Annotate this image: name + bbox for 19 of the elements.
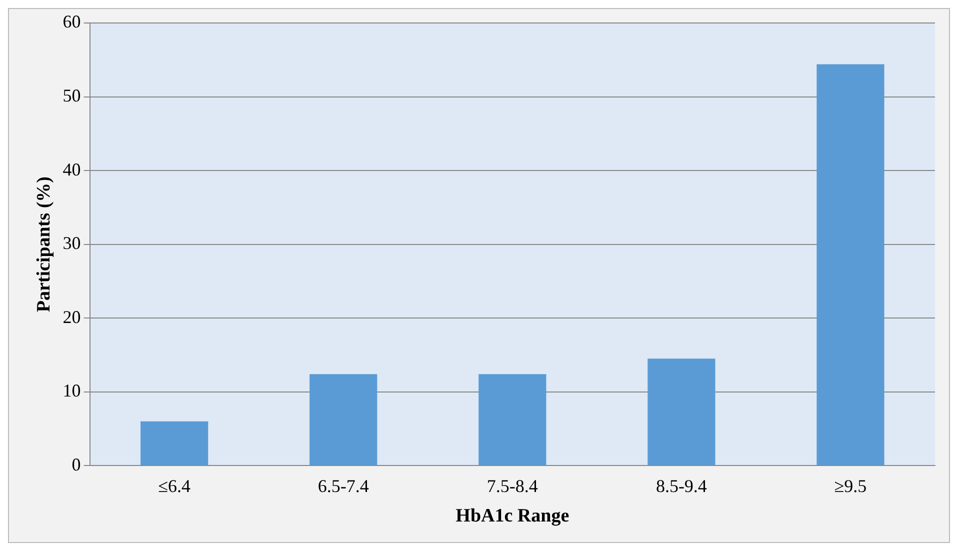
y-tick-label: 10 (62, 380, 81, 401)
y-tick-label: 30 (62, 233, 81, 254)
bar (140, 421, 208, 466)
y-tick-label: 20 (62, 306, 81, 327)
x-tick-label: ≤6.4 (158, 476, 191, 496)
x-tick-label: 6.5-7.4 (318, 476, 369, 496)
y-tick-label: 50 (62, 86, 81, 106)
y-tick-label: 0 (72, 454, 81, 474)
bar (648, 358, 716, 466)
y-axis-title: Participants (%) (33, 176, 54, 312)
y-tick-label: 60 (62, 12, 81, 32)
x-axis-title: HbA1c Range (456, 506, 570, 527)
y-tick-label: 40 (62, 159, 81, 180)
bar (816, 64, 884, 466)
bar (478, 374, 546, 466)
x-tick-label: 7.5-8.4 (486, 476, 538, 496)
bar (310, 374, 378, 466)
x-tick-label: 8.5-9.4 (656, 476, 707, 496)
x-tick-label: ≥9.5 (834, 476, 867, 496)
